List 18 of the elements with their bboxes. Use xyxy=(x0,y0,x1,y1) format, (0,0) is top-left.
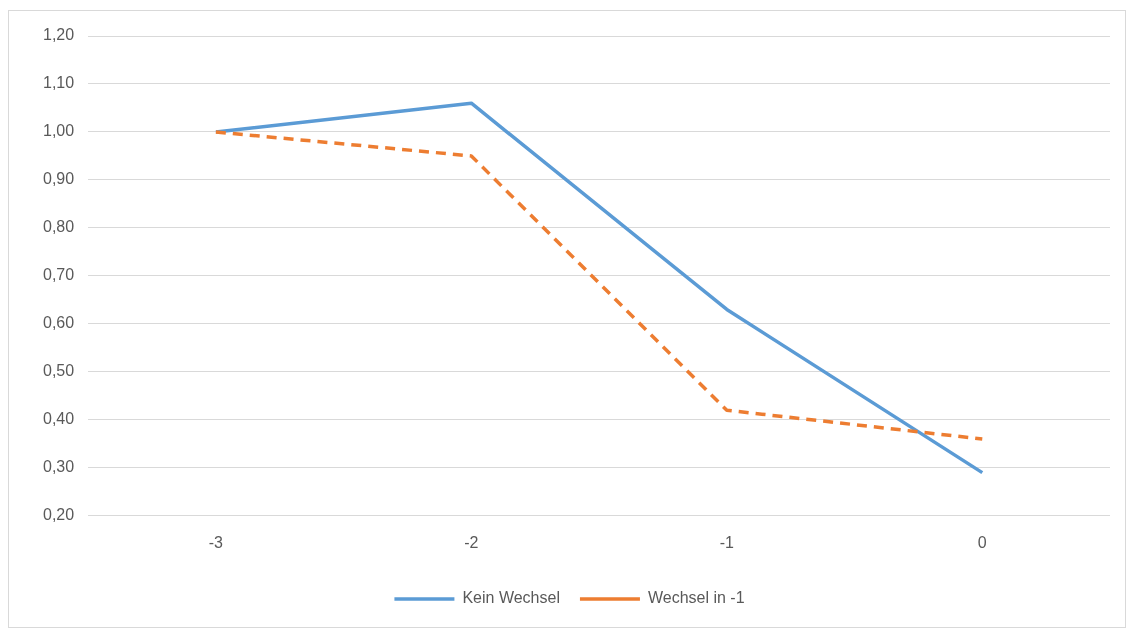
y-tick-label: 0,90 xyxy=(43,170,75,188)
y-tick-label: 0,40 xyxy=(43,410,75,428)
y-tick-label: 0,50 xyxy=(43,362,75,380)
y-tick-label: 0,70 xyxy=(43,266,75,284)
y-tick-label: 1,00 xyxy=(43,122,75,140)
legend-label: Kein Wechsel xyxy=(462,589,560,607)
y-tick-label: 1,10 xyxy=(43,74,75,92)
x-tick-label: -2 xyxy=(464,533,479,551)
x-tick-label: -1 xyxy=(719,533,735,551)
x-tick-label: -3 xyxy=(208,533,224,551)
line-series xyxy=(214,130,985,441)
y-tick-label: 0,20 xyxy=(43,506,75,524)
y-tick-label: 1,20 xyxy=(43,26,75,44)
x-tick-label: 0 xyxy=(977,533,987,551)
y-tick-label: 0,60 xyxy=(43,314,75,332)
y-tick-label: 0,30 xyxy=(43,458,75,476)
legend-label: Wechsel in -1 xyxy=(647,589,745,607)
y-tick-label: 0,80 xyxy=(43,218,75,236)
